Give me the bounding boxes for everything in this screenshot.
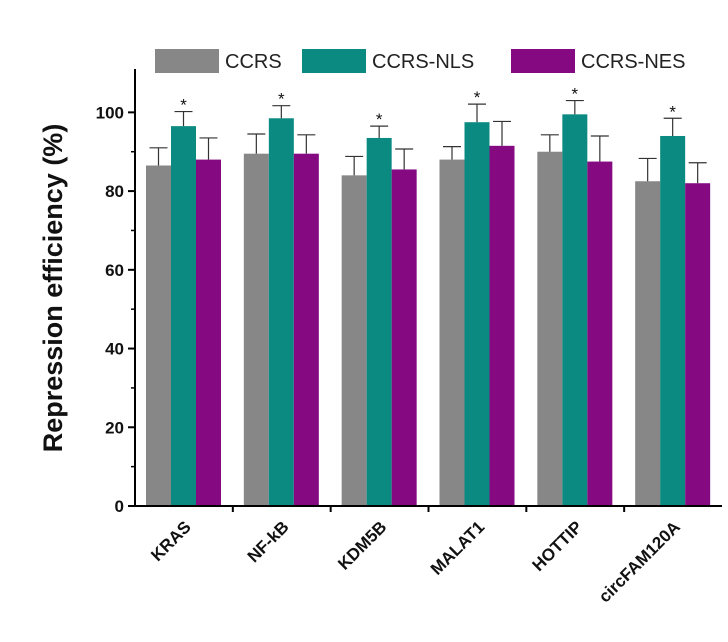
bars-group: * * * * * * [146,85,711,507]
x-category-label-nf-kb: NF-kB [244,517,293,566]
x-category-label-malat1: MALAT1 [427,517,488,578]
axes [134,69,722,512]
legend-label-ccrs: CCRS [225,51,282,73]
y-tick-label-40: 40 [105,340,124,359]
bar-ccrs-hottip [537,151,563,506]
bar-ccrs-kras [146,165,171,506]
bar-ccrs-nes-kras [196,159,221,506]
x-category-label-kras: KRAS [147,517,194,564]
bar-ccrs-nes-circfam120a [685,183,711,506]
legend-swatch-ccrs [155,49,219,73]
x-category-label-kdm5b: KDM5B [334,517,390,573]
x-category-label-circfam120a: circFAM120A [595,517,684,606]
bar-ccrs-nes-hottip [587,161,613,506]
significance-marker-hottip: * [572,85,579,104]
y-axis-label: Repression efficiency (%) [38,124,68,453]
y-ticks: 0 20 40 60 80 100 [96,103,135,516]
y-tick-label-0: 0 [115,497,124,516]
bar-ccrs-malat1 [439,159,465,506]
y-tick-label-60: 60 [105,261,124,280]
bar-ccrs-nls-malat1 [464,122,490,507]
legend-swatch-ccrs-nes [511,49,575,73]
bar-ccrs-circfam120a [635,181,661,506]
legend: CCRS CCRS-NLS CCRS-NES [155,49,685,73]
bar-ccrs-nes-kdm5b [391,169,417,506]
significance-marker-kras: * [180,96,187,115]
bar-ccrs-nls-kdm5b [366,137,392,506]
x-category-labels: KRAS NF-kB KDM5B MALAT1 HOTTIP circFAM120A [147,517,684,606]
legend-label-ccrs-nes: CCRS-NES [581,51,685,73]
x-category-label-hottip: HOTTIP [529,517,587,575]
legend-swatch-ccrs-nls [302,49,366,73]
significance-marker-malat1: * [474,88,481,107]
bar-ccrs-nls-hottip [562,114,588,506]
bar-ccrs-nes-nf-kb [293,153,319,507]
bar-ccrs-nls-nf-kb [268,118,294,506]
significance-marker-nf-kb: * [278,90,285,109]
legend-label-ccrs-nls: CCRS-NLS [372,51,474,73]
significance-marker-kdm5b: * [376,110,383,129]
bar-ccrs-nes-malat1 [489,145,515,506]
y-tick-label-80: 80 [105,182,124,201]
bar-ccrs-nls-kras [171,126,196,507]
y-tick-label-100: 100 [96,103,124,122]
bar-ccrs-kdm5b [341,175,367,506]
significance-marker-circfam120a: * [669,102,676,121]
bar-ccrs-nls-circfam120a [660,135,686,506]
y-tick-label-20: 20 [105,418,124,437]
bar-ccrs-nf-kb [243,153,269,507]
